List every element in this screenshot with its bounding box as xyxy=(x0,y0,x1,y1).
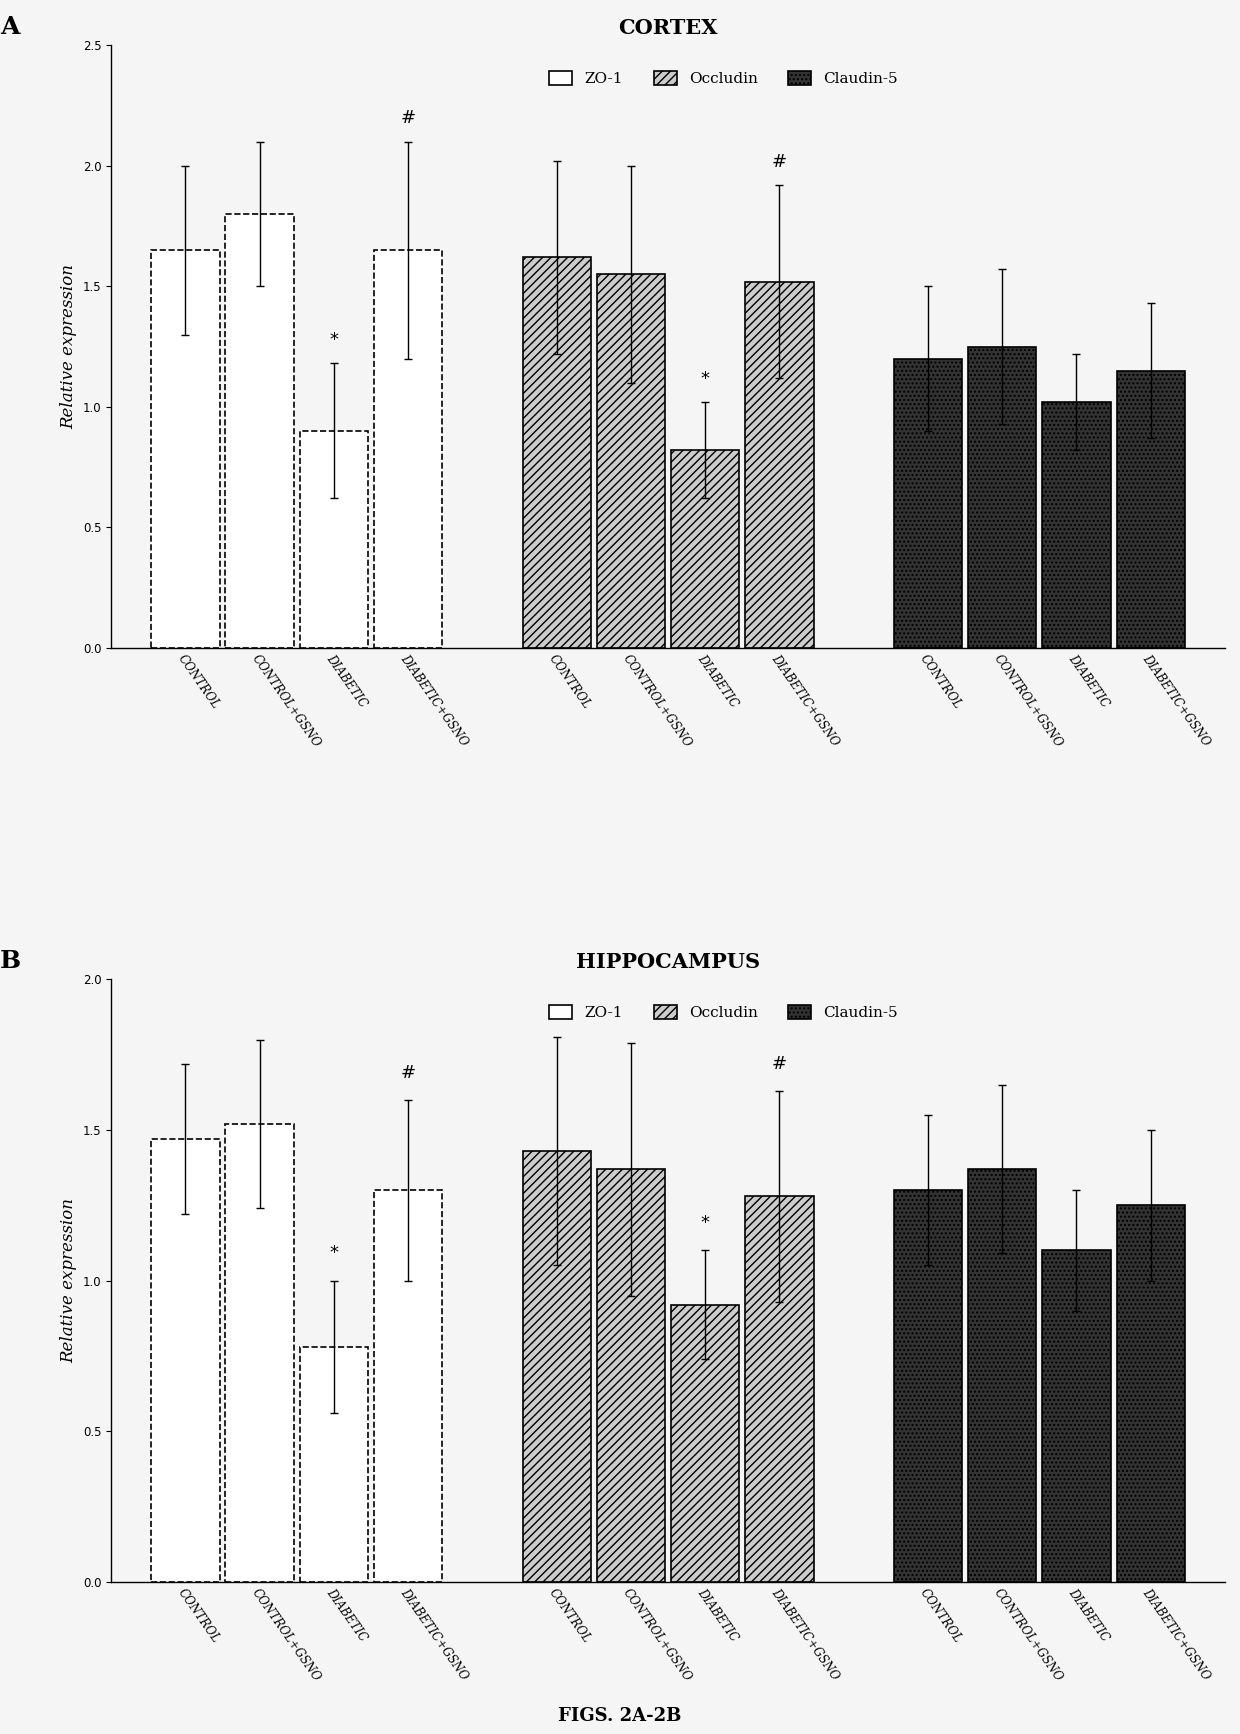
Bar xyxy=(226,1124,294,1581)
Bar xyxy=(894,1190,962,1581)
Bar xyxy=(968,347,1037,649)
Legend: ZO-1, Occludin, Claudin-5: ZO-1, Occludin, Claudin-5 xyxy=(543,66,904,92)
Bar xyxy=(151,1139,219,1581)
Text: #: # xyxy=(401,109,415,127)
Bar xyxy=(596,274,665,649)
Text: *: * xyxy=(701,1214,709,1233)
Bar xyxy=(374,1190,443,1581)
Bar xyxy=(968,1169,1037,1581)
Bar xyxy=(300,432,368,649)
Bar xyxy=(671,1304,739,1581)
Text: #: # xyxy=(401,1063,415,1082)
Text: A: A xyxy=(0,16,19,40)
Bar xyxy=(1116,371,1185,649)
Bar xyxy=(894,359,962,649)
Text: *: * xyxy=(701,369,709,388)
Y-axis label: Relative expression: Relative expression xyxy=(61,264,77,428)
Bar xyxy=(522,1151,590,1581)
Bar xyxy=(1116,1205,1185,1581)
Text: *: * xyxy=(330,331,339,349)
Text: FIGS. 2A-2B: FIGS. 2A-2B xyxy=(558,1708,682,1725)
Text: #: # xyxy=(771,153,787,170)
Bar xyxy=(671,451,739,649)
Bar xyxy=(226,213,294,649)
Bar xyxy=(522,257,590,649)
Bar xyxy=(300,1347,368,1581)
Bar xyxy=(745,281,813,649)
Bar xyxy=(374,250,443,649)
Legend: ZO-1, Occludin, Claudin-5: ZO-1, Occludin, Claudin-5 xyxy=(543,999,904,1027)
Bar xyxy=(151,250,219,649)
Bar xyxy=(1043,1250,1111,1581)
Bar xyxy=(1043,402,1111,649)
Text: B: B xyxy=(0,948,21,973)
Bar xyxy=(596,1169,665,1581)
Bar xyxy=(745,1196,813,1581)
Text: #: # xyxy=(771,1054,787,1073)
Y-axis label: Relative expression: Relative expression xyxy=(61,1198,77,1363)
Title: HIPPOCAMPUS: HIPPOCAMPUS xyxy=(577,952,760,973)
Text: *: * xyxy=(330,1245,339,1262)
Title: CORTEX: CORTEX xyxy=(619,19,718,38)
